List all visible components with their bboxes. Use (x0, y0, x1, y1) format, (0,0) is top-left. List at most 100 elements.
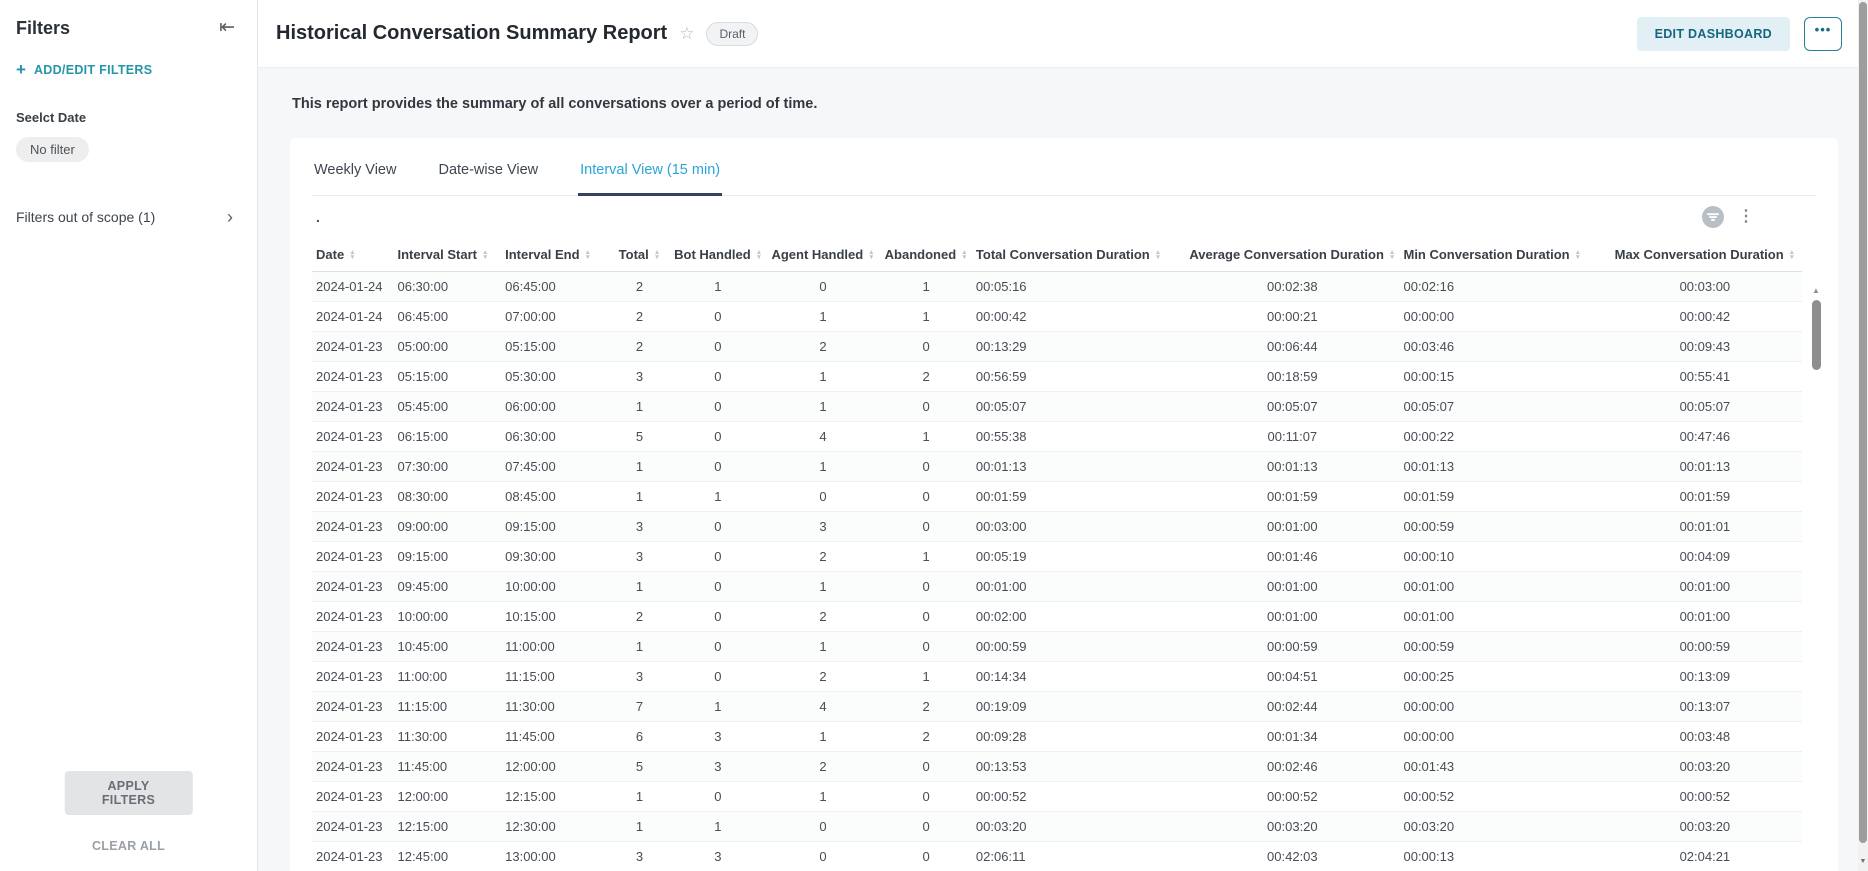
column-header-abandoned[interactable]: Abandoned ▲ ▼ (880, 238, 972, 272)
edit-dashboard-button[interactable]: EDIT DASHBOARD (1636, 16, 1790, 51)
table-row: 2024-01-23 12:00:00 12:15:00 1 0 1 0 00:00:52 00… (312, 781, 1802, 812)
table-cell: 00:01:00 (971, 571, 1186, 602)
page-scrollbar[interactable]: ▼ (1858, 0, 1868, 871)
apply-filters-button[interactable]: APPLY FILTERS (64, 771, 193, 815)
column-header-average-conversation-duration[interactable]: Average Conversation Duration ▲ ▼ (1185, 238, 1400, 272)
table-cell: 2024-01-23 (312, 571, 394, 602)
column-header-max-conversation-duration[interactable]: Max Conversation Duration ▲ ▼ (1607, 238, 1802, 272)
table-cell: 00:05:07 (1399, 391, 1608, 422)
column-header-interval-end[interactable]: Interval End ▲ ▼ (501, 238, 609, 272)
tab-weekly-view[interactable]: Weekly View (314, 162, 397, 178)
table-cell: 2024-01-23 (312, 331, 394, 362)
table-cell: 1 (765, 361, 881, 392)
add-edit-filters-label: ADD/EDIT FILTERS (33, 62, 153, 77)
table-cell: 00:01:13 (1185, 451, 1400, 482)
table-cell: 11:15:00 (501, 661, 609, 692)
column-header-total[interactable]: Total ▲ ▼ (608, 238, 671, 272)
tab-interval-view-15-min[interactable]: Interval View (15 min) (578, 148, 723, 196)
filters-out-of-scope-row[interactable]: Filters out of scope (1) › (16, 208, 241, 226)
table-row: 2024-01-23 12:15:00 12:30:00 1 1 0 0 00:03:20 00… (312, 811, 1802, 842)
table-scrollbar[interactable]: ▲ (1810, 286, 1822, 871)
clear-all-button[interactable]: CLEAR ALL (91, 839, 166, 853)
table-cell: 06:15:00 (393, 421, 502, 452)
table-cell: 00:04:51 (1185, 661, 1400, 692)
sort-icon[interactable]: ▲ ▼ (1154, 249, 1162, 261)
table-cell: 11:45:00 (393, 751, 502, 782)
table-cell: 05:15:00 (501, 331, 609, 362)
table-cell: 00:01:43 (1399, 751, 1608, 782)
table-cell: 11:45:00 (501, 721, 609, 752)
table-cell: 00:00:52 (1607, 781, 1802, 812)
kebab-menu-icon[interactable]: ⋮ (1738, 208, 1754, 225)
scroll-up-icon[interactable]: ▲ (1812, 286, 1820, 295)
scroll-down-icon[interactable]: ▼ (1859, 858, 1867, 865)
table-row: 2024-01-23 10:00:00 10:15:00 2 0 2 0 00:02:00 00… (312, 601, 1802, 632)
table-cell: 08:45:00 (501, 481, 609, 512)
column-header-bot-handled[interactable]: Bot Handled ▲ ▼ (670, 238, 766, 272)
report-header: Historical Conversation Summary Report ☆… (258, 0, 1868, 68)
table-cell: 00:01:59 (1185, 481, 1400, 512)
table-cell: 00:55:38 (971, 421, 1186, 452)
status-badge: Draft (706, 21, 759, 46)
sort-icon[interactable]: ▲ ▼ (1388, 249, 1396, 261)
table-cell: 1 (608, 391, 671, 422)
table-cell: 0 (670, 511, 766, 542)
table-scrollbar-thumb[interactable] (1811, 300, 1821, 370)
star-icon[interactable]: ☆ (679, 23, 695, 43)
tab-date-wise-view[interactable]: Date-wise View (438, 162, 539, 178)
table-cell: 00:05:07 (1185, 391, 1400, 422)
sort-icon[interactable]: ▲ ▼ (1788, 249, 1796, 261)
sort-icon[interactable]: ▲ ▼ (961, 249, 968, 261)
more-options-button[interactable]: ••• (1804, 16, 1842, 51)
table-cell: 1 (765, 631, 881, 662)
column-header-label: Interval End (505, 247, 580, 262)
sort-icon[interactable]: ▲ ▼ (349, 249, 356, 261)
filters-title: Filters (16, 18, 71, 38)
table-cell: 2024-01-23 (312, 691, 394, 722)
collapse-sidebar-icon[interactable]: ⇤ (219, 17, 235, 38)
table-cell: 2024-01-23 (312, 781, 394, 812)
table-cell: 10:45:00 (393, 631, 502, 662)
table-cell: 00:03:00 (1679, 279, 1731, 294)
no-filter-chip[interactable]: No filter (16, 137, 89, 162)
sort-icon[interactable]: ▲ ▼ (755, 249, 763, 261)
table-cell: 06:30:00 (397, 279, 449, 294)
table-cell: 08:30:00 (393, 481, 502, 512)
table-cell: 00:00:25 (1399, 661, 1608, 692)
table-cell: 00:01:00 (1185, 511, 1400, 542)
column-header-date[interactable]: Date ▲ ▼ (312, 238, 394, 272)
sort-icon[interactable]: ▲ ▼ (653, 249, 661, 261)
table-cell: 3 (608, 661, 671, 692)
table-cell: 1 (670, 811, 766, 842)
table-cell: 00:00:59 (1185, 631, 1400, 662)
table-filter-icon[interactable] (1702, 206, 1724, 228)
table-cell: 00:09:43 (1607, 331, 1802, 362)
sort-icon[interactable]: ▲ ▼ (1574, 249, 1582, 261)
column-header-interval-start[interactable]: Interval Start ▲ ▼ (393, 238, 502, 272)
table-cell: 09:30:00 (501, 541, 609, 572)
page-scrollbar-thumb[interactable] (1859, 2, 1867, 843)
column-header-total-conversation-duration[interactable]: Total Conversation Duration ▲ ▼ (971, 238, 1186, 272)
table-cell: 07:30:00 (393, 451, 502, 482)
table-cell: 00:01:00 (1185, 571, 1400, 602)
table-cell: 2024-01-23 (312, 631, 394, 662)
filters-out-of-scope-label: Filters out of scope (1) (16, 209, 156, 225)
column-header-min-conversation-duration[interactable]: Min Conversation Duration ▲ ▼ (1399, 238, 1608, 272)
table-cell: 11:30:00 (501, 691, 609, 722)
sort-icon[interactable]: ▲ ▼ (868, 249, 875, 261)
sort-icon[interactable]: ▲ ▼ (481, 249, 489, 261)
table-cell: 1 (608, 781, 671, 812)
table-cell: 0 (670, 421, 766, 452)
table-cell: 2024-01-23 (312, 661, 394, 692)
table-row: 2024-01-23 06:15:00 06:30:00 5 0 4 1 00:55:38 00… (312, 421, 1802, 452)
table-cell: 00:01:13 (1399, 451, 1608, 482)
column-header-agent-handled[interactable]: Agent Handled ▲ ▼ (765, 238, 881, 272)
add-edit-filters-button[interactable]: + ADD/EDIT FILTERS (16, 61, 152, 78)
report-description: This report provides the summary of all … (292, 96, 818, 112)
sort-icon[interactable]: ▲ ▼ (584, 249, 591, 261)
view-tabs: Weekly View Date-wise View Interval View (… (312, 138, 1816, 196)
table-cell: 1 (880, 541, 972, 572)
table-cell: 00:00:59 (1607, 631, 1802, 662)
table-row: 2024-01-23 09:00:00 09:15:00 3 0 3 0 00:03:00 00… (312, 511, 1802, 542)
